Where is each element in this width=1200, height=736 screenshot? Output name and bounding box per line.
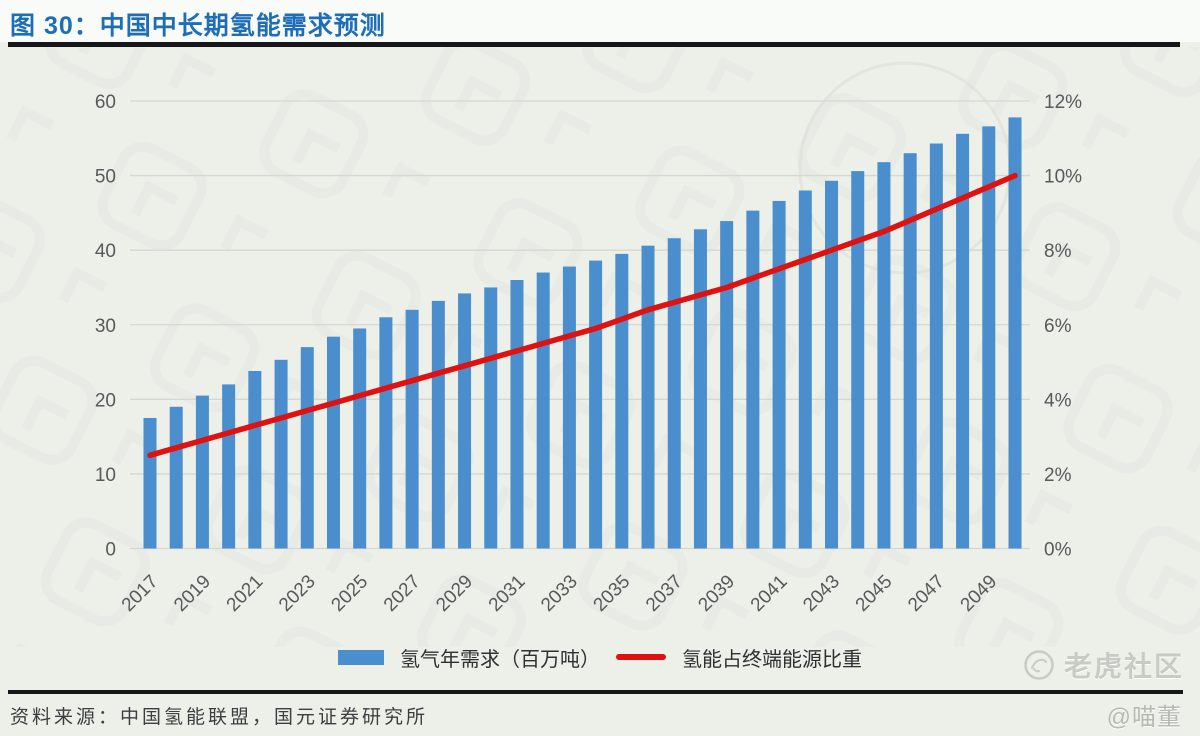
bar-2044	[851, 171, 865, 549]
svg-text:8%: 8%	[1044, 241, 1072, 262]
bar-2026	[379, 317, 393, 549]
bar-2048	[956, 133, 970, 549]
bar-2024	[326, 336, 340, 549]
bar-2025	[353, 328, 367, 549]
svg-text:0: 0	[105, 540, 116, 561]
bar-2046	[903, 153, 917, 549]
legend-line-label: 氢能占终端能源比重	[682, 648, 862, 671]
source-note: 资料来源：中国氢能联盟，国元证券研究所	[10, 707, 429, 728]
bar-2035	[615, 253, 629, 549]
bar-2049	[982, 126, 996, 549]
bar-2031	[510, 280, 524, 549]
bar-2022	[274, 359, 288, 549]
bar-2037	[667, 238, 681, 549]
author-handle: @喵董	[1106, 704, 1182, 731]
svg-text:40: 40	[95, 241, 116, 262]
bar-2041	[772, 200, 786, 549]
figure-title: 图 30：中国中长期氢能需求预测	[10, 12, 386, 40]
legend-bar-label: 氢气年需求（百万吨）	[400, 648, 600, 671]
brand-watermark-text: 老虎社区	[1063, 651, 1184, 682]
bar-2040	[746, 210, 760, 549]
bar-2036	[641, 245, 655, 549]
bar-2028	[431, 300, 445, 549]
svg-text:30: 30	[95, 316, 116, 337]
legend-bar-swatch	[338, 649, 384, 665]
footer-divider	[8, 690, 1183, 694]
bar-2045	[877, 162, 891, 549]
title-strip	[0, 0, 1200, 42]
svg-text:50: 50	[95, 167, 116, 188]
svg-text:60: 60	[95, 92, 116, 113]
tiger-icon	[1024, 650, 1054, 680]
bar-2050	[1008, 117, 1022, 549]
legend-line-swatch	[616, 654, 666, 660]
bar-2042	[798, 190, 812, 549]
bar-2019	[195, 395, 209, 549]
bar-2047	[929, 143, 943, 549]
svg-text:10%: 10%	[1044, 167, 1082, 188]
bar-2043	[825, 180, 839, 549]
svg-text:12%: 12%	[1044, 92, 1082, 113]
chart-legend: 氢气年需求（百万吨） 氢能占终端能源比重	[0, 641, 1200, 673]
bar-2027	[405, 309, 419, 549]
bar-2030	[484, 287, 498, 549]
line-series	[147, 172, 1018, 459]
bar-2018	[169, 406, 183, 549]
bar-2032	[536, 272, 550, 549]
bar-2023	[300, 347, 314, 549]
bar-2039	[720, 221, 734, 549]
svg-text:4%: 4%	[1044, 390, 1072, 411]
bar-2034	[589, 260, 603, 549]
bar-2021	[248, 370, 262, 549]
brand-watermark: 老虎社区	[1023, 646, 1184, 684]
svg-text:20: 20	[95, 390, 116, 411]
svg-text:6%: 6%	[1044, 316, 1072, 337]
svg-text:10: 10	[95, 465, 116, 486]
bar-2033	[562, 266, 576, 549]
bar-2038	[693, 229, 707, 549]
right-axis-labels: 0% 2% 4% 6% 8% 10% 12%	[1044, 92, 1082, 561]
bar-2017	[143, 417, 157, 549]
bar-2029	[458, 293, 472, 549]
left-axis-labels: 0 10 20 30 40 50 60	[95, 92, 116, 561]
svg-text:2%: 2%	[1044, 465, 1072, 486]
bar-2020	[222, 384, 236, 549]
bar-series	[143, 117, 1022, 549]
svg-text:0%: 0%	[1044, 540, 1072, 561]
title-divider	[8, 42, 1180, 47]
